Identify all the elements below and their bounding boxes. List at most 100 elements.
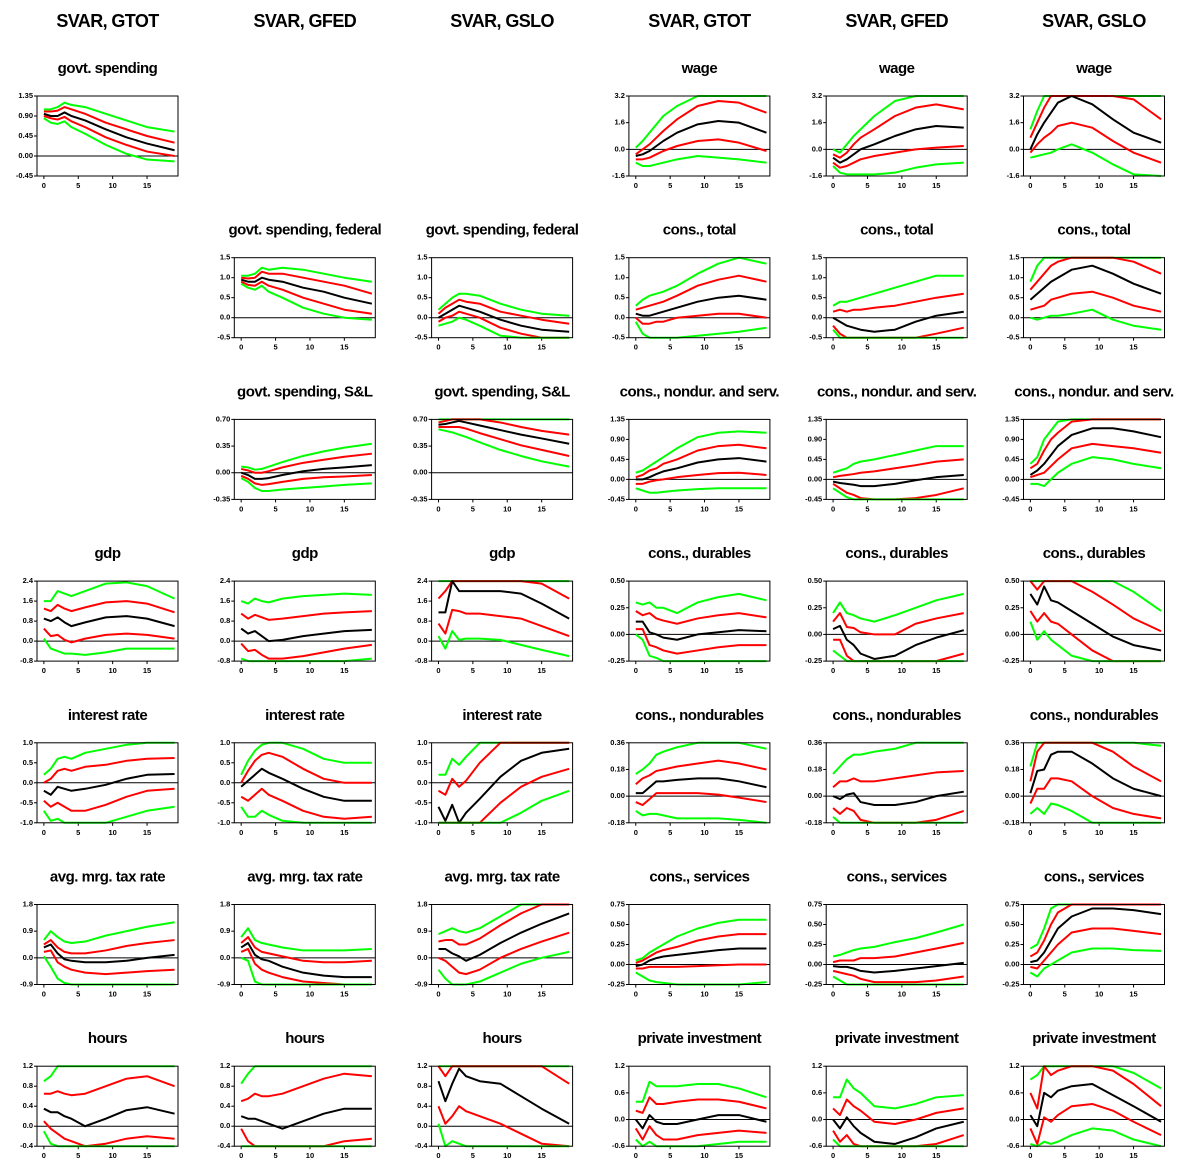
series-line: [437, 630, 570, 658]
x-tick-label: 5: [865, 989, 869, 998]
x-tick-label: 5: [273, 343, 277, 352]
series-line: [1030, 442, 1162, 479]
y-tick-label: -0.9: [20, 979, 33, 988]
y-tick-label: 0.35: [216, 441, 231, 450]
series-line: [240, 936, 372, 964]
series-line: [438, 903, 570, 936]
y-tick-label: 0.90: [1005, 434, 1020, 443]
x-tick-label: 10: [306, 343, 314, 352]
series-line: [635, 759, 767, 786]
plot-frame: [36, 95, 179, 177]
x-tick-label: 10: [700, 666, 708, 675]
y-tick-label: 0.5: [417, 758, 427, 767]
panel: govt. spending 1.35 0.90 0.45 0.00 -0.45 0 5 10 1…: [16, 60, 179, 190]
panel: cons., nondur. and serv. 1.35 0.90 0.45 0.00…: [608, 383, 780, 513]
x-tick-label: 0: [1028, 504, 1032, 513]
x-tick-label: 5: [273, 1151, 277, 1160]
series-line: [1029, 580, 1162, 633]
y-tick-label: 1.0: [417, 738, 427, 747]
series-line: [1029, 256, 1162, 291]
x-tick-label: 10: [503, 828, 511, 837]
series-line: [635, 1080, 767, 1103]
x-tick-label: 10: [898, 989, 906, 998]
panel: govt. spending, federal 1.5 1.0 0.5 0.0 -0.5 0…: [217, 222, 382, 352]
x-tick-label: 0: [436, 666, 440, 675]
series-line: [832, 103, 964, 159]
series-line: [1030, 907, 1162, 964]
series-line: [1029, 1102, 1162, 1145]
y-tick-label: 0.25: [808, 939, 823, 948]
panel-title: avg. mrg. tax rate: [50, 868, 165, 885]
plot-frame: [628, 257, 771, 339]
series-line: [438, 931, 570, 976]
column-title: SVAR, GSLO: [1042, 11, 1146, 31]
x-tick-label: 15: [1129, 989, 1137, 998]
x-tick-label: 0: [436, 989, 440, 998]
y-tick-label: 0.00: [18, 151, 33, 160]
x-tick-label: 5: [273, 828, 277, 837]
panel-title: private investment: [835, 1030, 959, 1047]
x-tick-label: 5: [471, 666, 475, 675]
series-line: [832, 274, 964, 307]
series-line: [1029, 610, 1162, 663]
x-tick-label: 0: [1028, 989, 1032, 998]
y-tick-label: 0.00: [1005, 791, 1020, 800]
series-line: [438, 428, 570, 468]
y-tick-label: 0.5: [417, 293, 427, 302]
series-line: [1029, 777, 1162, 820]
x-tick-label: 0: [42, 1151, 46, 1160]
series-line: [1030, 927, 1162, 970]
y-tick-label: -0.18: [608, 818, 625, 827]
x-tick-label: 0: [436, 1151, 440, 1160]
plot-frame: [1023, 418, 1165, 500]
y-tick-label: 0.00: [808, 474, 823, 483]
x-tick-label: 10: [306, 504, 314, 513]
y-tick-label: 1.6: [417, 596, 427, 605]
series-line: [437, 747, 570, 824]
series-line: [43, 757, 175, 784]
plot-frame: [628, 580, 771, 662]
x-tick-label: 10: [700, 504, 708, 513]
y-tick-label: 0.8: [23, 616, 33, 625]
y-tick-label: 0.6: [1009, 1088, 1019, 1097]
series-line: [43, 943, 175, 964]
series-line: [635, 294, 767, 317]
x-tick-label: 0: [42, 666, 46, 675]
y-tick-label: -0.5: [217, 333, 230, 342]
series-line: [832, 458, 964, 479]
plot-frame: [233, 1065, 376, 1147]
x-tick-label: 0: [634, 343, 638, 352]
plot-frame: [36, 1065, 179, 1147]
x-tick-label: 10: [108, 1151, 116, 1160]
plot-frame: [431, 418, 574, 500]
series-line: [832, 310, 964, 333]
series-line: [635, 1138, 767, 1148]
panel-title: hours: [483, 1030, 522, 1047]
series-line: [832, 473, 964, 488]
x-tick-label: 15: [1129, 343, 1137, 352]
column-title: SVAR, GTOT: [56, 11, 159, 31]
x-tick-label: 10: [1095, 181, 1103, 190]
x-tick-label: 10: [898, 1151, 906, 1160]
x-tick-label: 5: [668, 989, 672, 998]
series-line: [832, 161, 964, 176]
series-line: [240, 477, 372, 493]
series-line: [43, 638, 175, 656]
x-tick-label: 5: [471, 828, 475, 837]
y-tick-label: 0.00: [216, 468, 231, 477]
panel: cons., nondurables 0.36 0.18 0.00 -0.18 0 5 10 1…: [608, 707, 771, 837]
series-line: [240, 1107, 372, 1130]
x-tick-label: 15: [143, 181, 151, 190]
x-tick-label: 15: [537, 828, 545, 837]
series-line: [634, 1125, 767, 1141]
x-tick-label: 0: [831, 504, 835, 513]
y-tick-label: 0.4: [417, 1101, 428, 1110]
plot-frame: [431, 580, 574, 662]
y-tick-label: 0.36: [808, 738, 823, 747]
series-line: [1030, 290, 1162, 313]
x-tick-label: 5: [1063, 1151, 1067, 1160]
series-line: [832, 329, 964, 339]
series-line: [832, 923, 965, 958]
y-tick-label: 1.2: [812, 1061, 822, 1070]
panel-title: interest rate: [265, 707, 345, 724]
